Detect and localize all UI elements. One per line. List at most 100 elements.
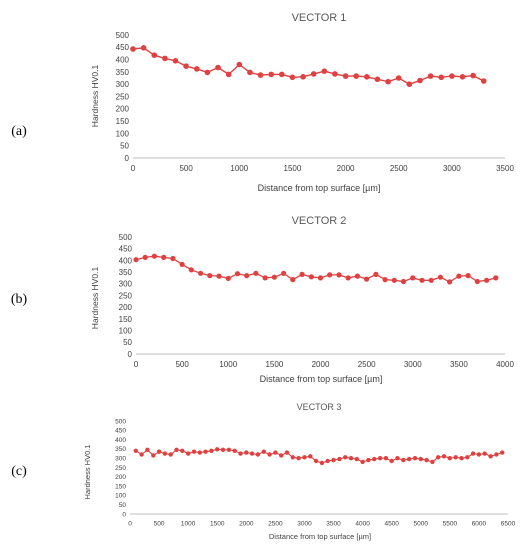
y-tick-label: 150 bbox=[116, 117, 130, 126]
x-axis-label: Distance from top surface [µm] bbox=[258, 183, 381, 193]
series-line bbox=[132, 47, 485, 85]
x-tick-label: 5000 bbox=[414, 521, 429, 528]
data-point bbox=[385, 78, 391, 85]
data-point bbox=[296, 456, 301, 461]
data-point bbox=[253, 270, 259, 276]
data-point bbox=[204, 69, 211, 76]
y-tick-label: 0 bbox=[125, 154, 130, 163]
x-tick-label: 500 bbox=[175, 360, 189, 369]
y-tick-label: 450 bbox=[119, 245, 133, 254]
data-point bbox=[437, 274, 443, 280]
data-point bbox=[207, 273, 213, 279]
data-point bbox=[308, 274, 314, 280]
data-point bbox=[290, 277, 296, 283]
data-point bbox=[194, 66, 200, 72]
data-point bbox=[139, 452, 144, 457]
data-point bbox=[418, 456, 423, 462]
data-point bbox=[151, 253, 157, 259]
x-tick-label: 6000 bbox=[472, 521, 487, 528]
data-point bbox=[145, 447, 150, 452]
y-tick-label: 350 bbox=[115, 446, 126, 453]
x-tick-label: 0 bbox=[128, 521, 132, 528]
data-point bbox=[300, 74, 306, 80]
data-point bbox=[400, 278, 407, 285]
data-point bbox=[197, 450, 202, 455]
data-point bbox=[474, 278, 480, 285]
x-tick-label: 1500 bbox=[210, 521, 225, 528]
data-point bbox=[220, 447, 226, 452]
x-tick-label: 2500 bbox=[358, 360, 376, 369]
data-point bbox=[410, 275, 416, 281]
data-point bbox=[354, 456, 359, 462]
y-tick-label: 150 bbox=[119, 315, 133, 324]
y-axis-label: Hardness HV0.1 bbox=[90, 267, 100, 330]
x-tick-label: 6500 bbox=[501, 521, 516, 528]
chart-title: VECTOR 1 bbox=[292, 12, 347, 24]
data-point bbox=[308, 454, 313, 459]
data-point bbox=[488, 454, 493, 459]
y-tick-label: 350 bbox=[119, 268, 133, 277]
x-tick-label: 3500 bbox=[450, 360, 468, 369]
chart-vector-2: VECTOR 2 (b) Hardness HV0.1 Distance fro… bbox=[11, 215, 515, 384]
x-tick-label: 500 bbox=[154, 521, 165, 528]
plot-area: 0 50 100 150 200 250 300 350 400 450 500 0 500 1000 15… bbox=[116, 31, 515, 173]
data-point bbox=[366, 457, 371, 463]
data-point bbox=[232, 448, 237, 453]
data-point bbox=[493, 275, 499, 281]
data-point bbox=[391, 277, 397, 283]
data-point bbox=[172, 58, 179, 64]
x-axis-label: Distance from top surface [µm] bbox=[269, 532, 371, 541]
x-axis-label: Distance from top surface [µm] bbox=[260, 374, 383, 384]
y-tick-label: 300 bbox=[115, 456, 126, 463]
data-point bbox=[140, 45, 147, 51]
data-point bbox=[209, 448, 214, 453]
data-point bbox=[406, 456, 412, 462]
y-axis-label: Hardness HV0.1 bbox=[90, 65, 100, 128]
data-point bbox=[186, 451, 191, 456]
y-tick-label: 350 bbox=[116, 68, 130, 77]
data-point bbox=[174, 447, 179, 452]
data-point bbox=[456, 273, 462, 279]
data-point bbox=[374, 76, 381, 83]
data-point bbox=[470, 451, 476, 456]
data-point bbox=[401, 457, 406, 463]
data-point bbox=[465, 273, 471, 279]
data-point bbox=[500, 450, 505, 455]
data-point bbox=[179, 261, 185, 267]
data-point bbox=[225, 275, 231, 281]
y-tick-label: 400 bbox=[119, 256, 133, 265]
data-point bbox=[261, 449, 266, 454]
x-tick-label: 4500 bbox=[384, 521, 399, 528]
x-tick-label: 4000 bbox=[355, 521, 370, 528]
data-point bbox=[142, 254, 148, 260]
data-point bbox=[302, 455, 307, 460]
y-tick-label: 150 bbox=[115, 483, 126, 490]
y-tick-label: 500 bbox=[116, 31, 130, 40]
x-tick-label: 2500 bbox=[268, 521, 283, 528]
y-tick-label: 250 bbox=[115, 465, 126, 472]
x-tick-label: 2500 bbox=[390, 164, 408, 173]
y-tick-label: 400 bbox=[116, 55, 130, 64]
x-tick-label: 3500 bbox=[496, 164, 514, 173]
data-point bbox=[244, 450, 249, 455]
data-point bbox=[156, 449, 162, 454]
data-point bbox=[345, 275, 351, 281]
data-point bbox=[484, 277, 490, 283]
data-point bbox=[203, 449, 208, 454]
data-point bbox=[427, 73, 434, 79]
x-tick-label: 0 bbox=[131, 164, 136, 173]
y-tick-label: 250 bbox=[119, 291, 133, 300]
y-tick-label: 200 bbox=[116, 105, 130, 114]
series-line bbox=[135, 255, 496, 283]
data-point bbox=[188, 267, 194, 273]
data-point bbox=[470, 72, 476, 79]
data-point bbox=[372, 456, 377, 462]
data-point bbox=[436, 455, 441, 460]
data-point bbox=[215, 64, 221, 71]
y-tick-label: 200 bbox=[115, 474, 126, 481]
data-point bbox=[215, 447, 220, 452]
data-point bbox=[273, 450, 278, 455]
data-point bbox=[395, 456, 400, 461]
x-tick-label: 5500 bbox=[443, 521, 458, 528]
x-tick-label: 1000 bbox=[230, 164, 248, 173]
